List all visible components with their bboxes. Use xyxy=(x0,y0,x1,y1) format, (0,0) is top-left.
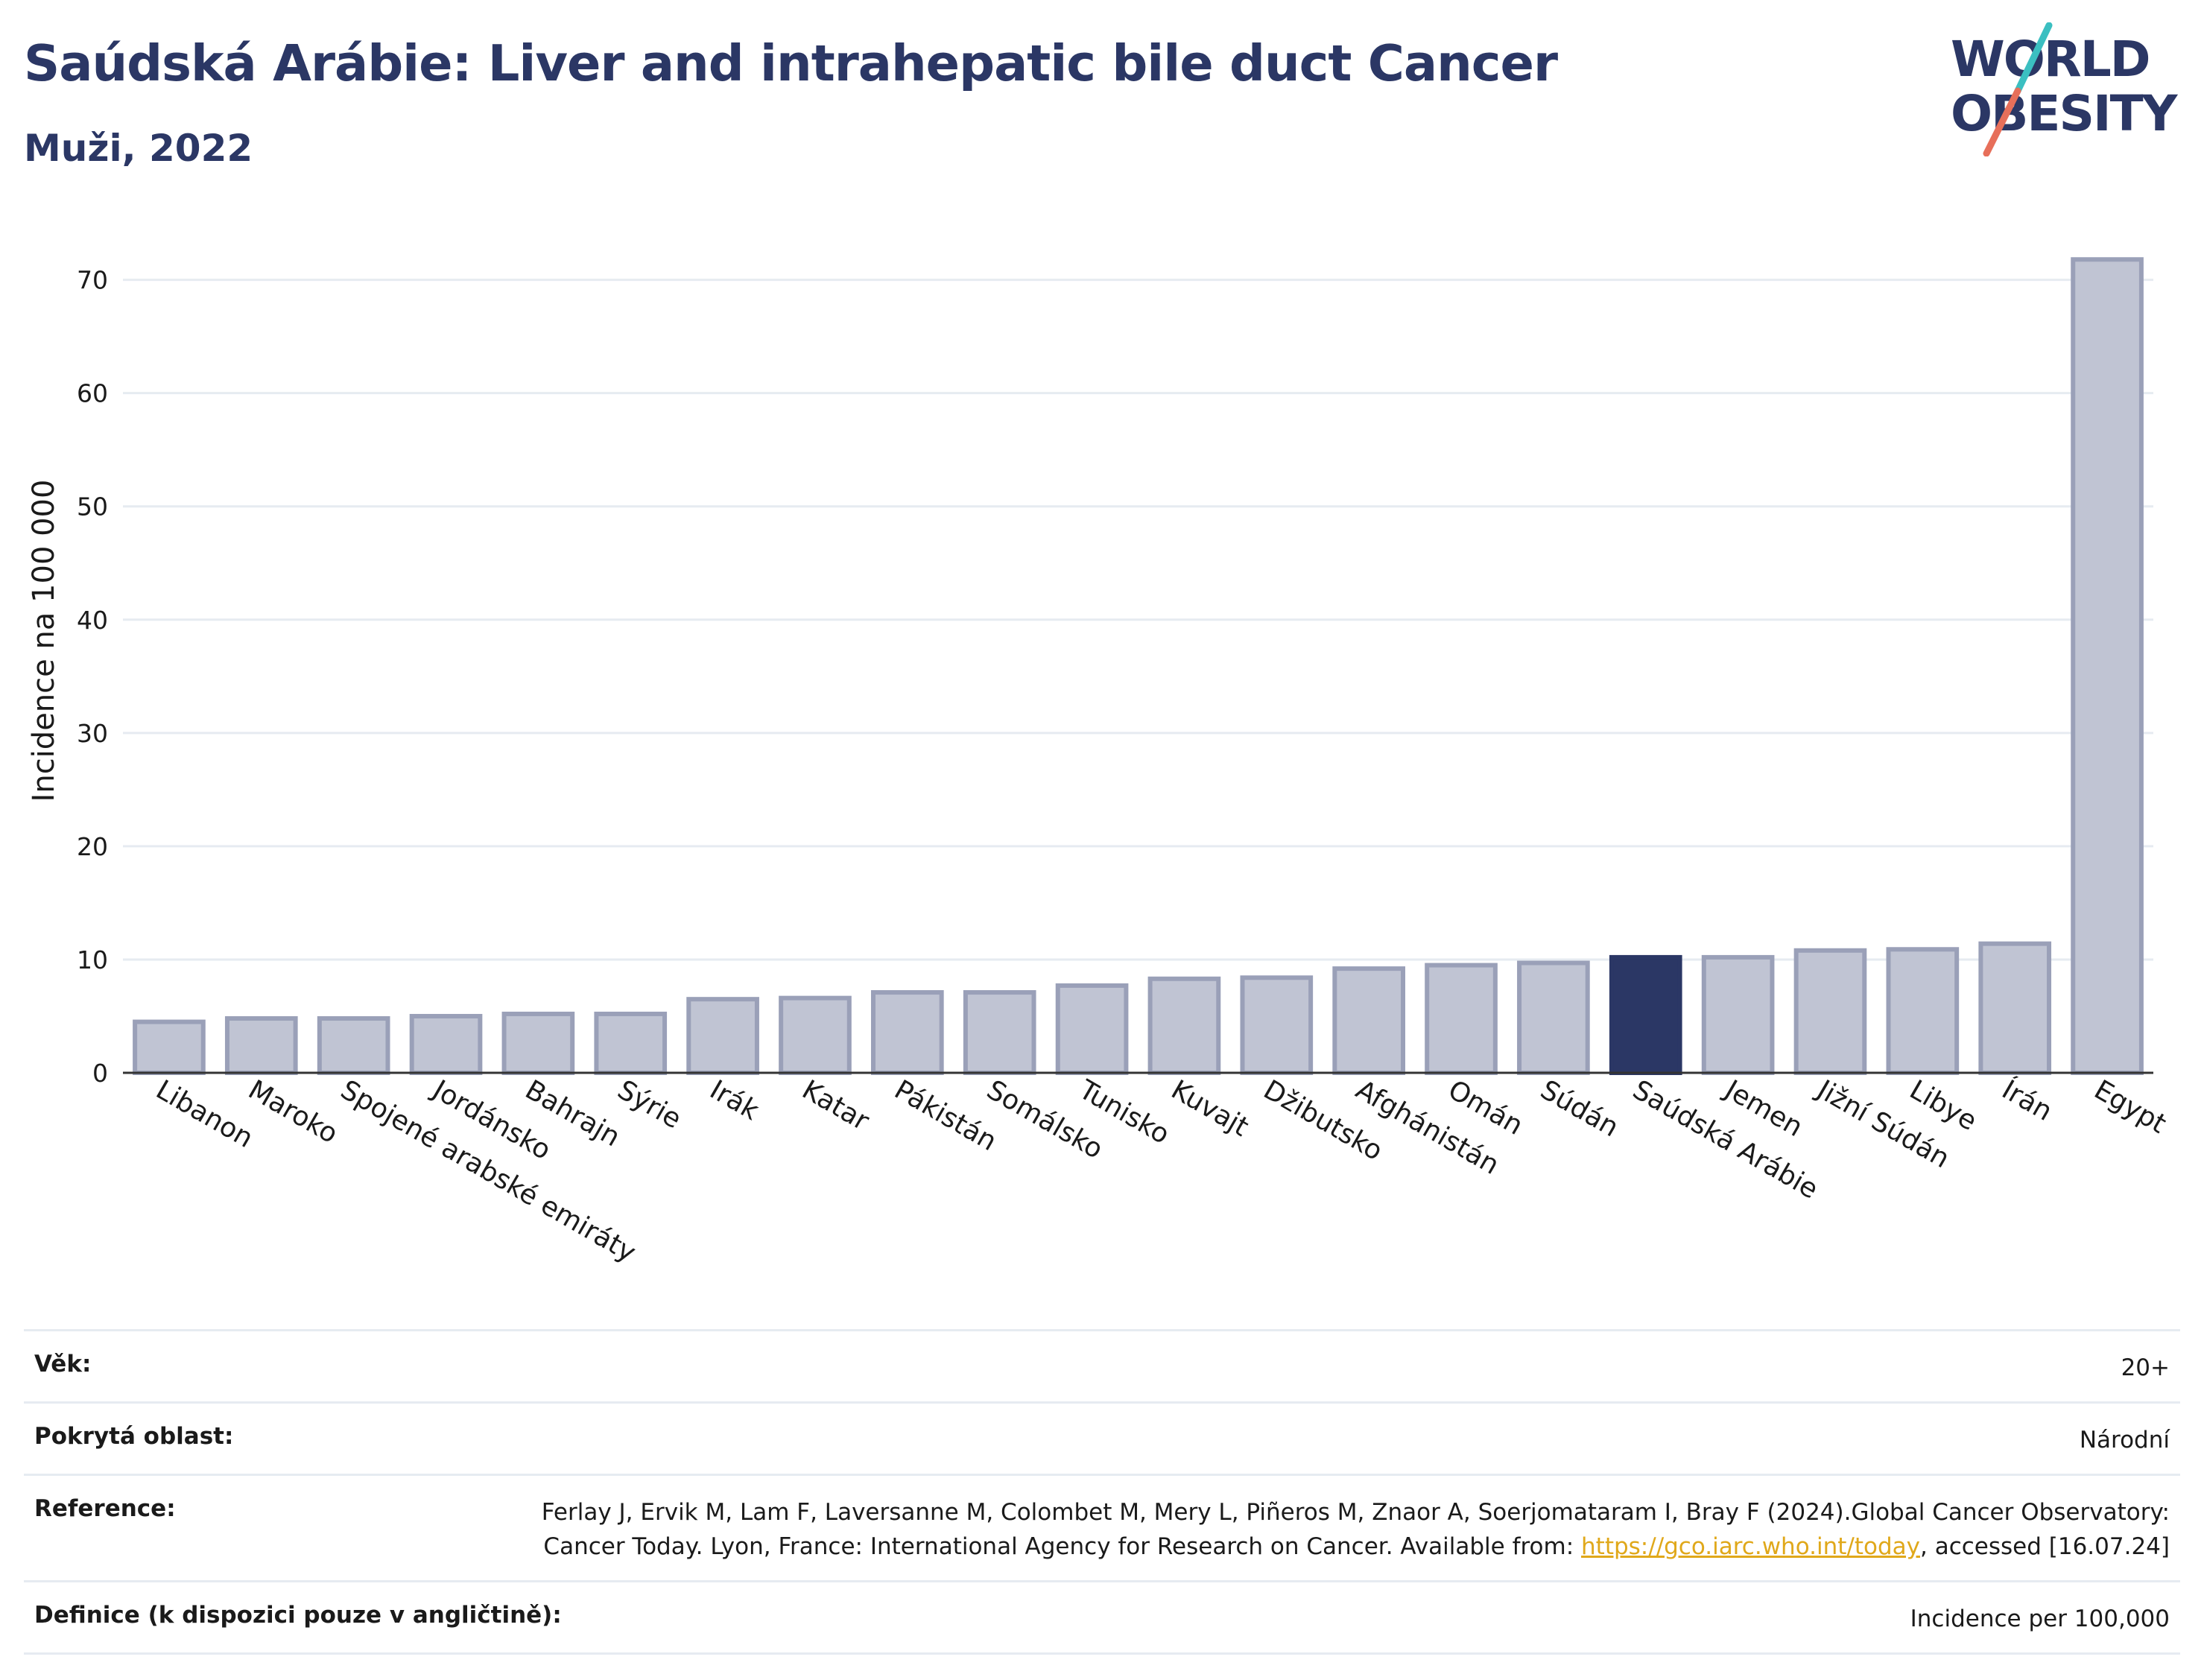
bar-21 xyxy=(2071,257,2144,1075)
y-tick-label: 40 xyxy=(77,606,108,635)
definition-value: Incidence per 100,000 xyxy=(1910,1605,2170,1632)
bar-16 xyxy=(1609,954,1682,1075)
x-tick-label: Irák xyxy=(705,1074,764,1126)
age-label: Věk: xyxy=(34,1351,92,1378)
coverage-label: Pokrytá oblast: xyxy=(34,1423,234,1450)
bar-17 xyxy=(1701,954,1775,1075)
bar-0 xyxy=(133,1019,206,1075)
bar-7 xyxy=(779,995,852,1075)
reference-link[interactable]: https://gco.iarc.who.int/today xyxy=(1581,1533,1920,1560)
x-tick-label: Írán xyxy=(1997,1074,2058,1127)
x-tick-label: Maroko xyxy=(243,1074,343,1150)
x-tick-label: Libanon xyxy=(151,1074,258,1154)
logo-line1: WORLD xyxy=(1951,31,2150,88)
x-tick-label: Pákistán xyxy=(889,1074,1001,1157)
chart-subtitle: Muži, 2022 xyxy=(24,127,253,170)
bar-19 xyxy=(1886,947,1960,1075)
info-row-age: Věk: 20+ xyxy=(24,1329,2180,1401)
y-axis-ticks: 0 10 20 30 40 50 60 70 xyxy=(77,266,108,1088)
x-tick-label: Katar xyxy=(797,1074,874,1137)
bar-1 xyxy=(224,1016,298,1075)
info-row-definition: Definice (k dispozici pouze v angličtině… xyxy=(24,1580,2180,1655)
logo-line2: OBESITY xyxy=(1951,85,2179,142)
bar-20 xyxy=(1978,941,2052,1076)
x-tick-label: Súdán xyxy=(1535,1074,1624,1143)
bar-6 xyxy=(686,997,759,1076)
bar-3 xyxy=(409,1013,483,1076)
coverage-value: Národní xyxy=(2079,1427,2170,1454)
info-table: Věk: 20+ Pokrytá oblast: Národní Referen… xyxy=(24,1329,2180,1655)
y-tick-label: 30 xyxy=(77,719,108,748)
bar-2 xyxy=(317,1016,390,1075)
bar-13 xyxy=(1332,966,1405,1076)
reference-accessed: , accessed [16.07.24] xyxy=(1919,1533,2170,1560)
grid-lines xyxy=(123,279,2153,961)
world-obesity-logo: WORLD OBESITY xyxy=(1951,22,2180,156)
reference-value: Ferlay J, Ervik M, Lam F, Laversanne M, … xyxy=(471,1495,2170,1564)
x-tick-label: Kuvajt xyxy=(1166,1074,1254,1143)
bar-11 xyxy=(1147,976,1221,1076)
bar-12 xyxy=(1240,975,1314,1075)
age-value: 20+ xyxy=(2121,1354,2170,1381)
y-tick-label: 20 xyxy=(77,832,108,861)
y-tick-label: 50 xyxy=(77,492,108,522)
bars xyxy=(133,257,2144,1076)
bar-10 xyxy=(1055,983,1129,1076)
y-tick-label: 10 xyxy=(77,945,108,974)
bar-18 xyxy=(1793,948,1867,1075)
bar-14 xyxy=(1425,963,1498,1076)
reference-text: Ferlay J, Ervik M, Lam F, Laversanne M, … xyxy=(541,1499,2170,1560)
logo-slash-teal xyxy=(2014,22,2053,95)
y-tick-label: 60 xyxy=(77,379,108,408)
info-row-coverage: Pokrytá oblast: Národní xyxy=(24,1401,2180,1474)
bar-5 xyxy=(594,1011,668,1076)
bar-9 xyxy=(963,990,1036,1076)
logo-slash-coral xyxy=(1983,87,2021,156)
bar-8 xyxy=(871,990,944,1076)
x-tick-label: Egypt xyxy=(2089,1074,2171,1139)
chart-title: Saúdská Arábie: Liver and intrahepatic b… xyxy=(24,34,1558,92)
bar-4 xyxy=(501,1011,575,1076)
y-axis-title: Incidence na 100 000 xyxy=(27,480,61,802)
bar-15 xyxy=(1517,960,1590,1075)
definition-label: Definice (k dispozici pouze v angličtině… xyxy=(34,1602,562,1629)
y-tick-label: 70 xyxy=(77,266,108,295)
info-row-reference: Reference: Ferlay J, Ervik M, Lam F, Lav… xyxy=(24,1474,2180,1580)
y-tick-label: 0 xyxy=(92,1059,108,1088)
reference-label: Reference: xyxy=(34,1495,176,1522)
